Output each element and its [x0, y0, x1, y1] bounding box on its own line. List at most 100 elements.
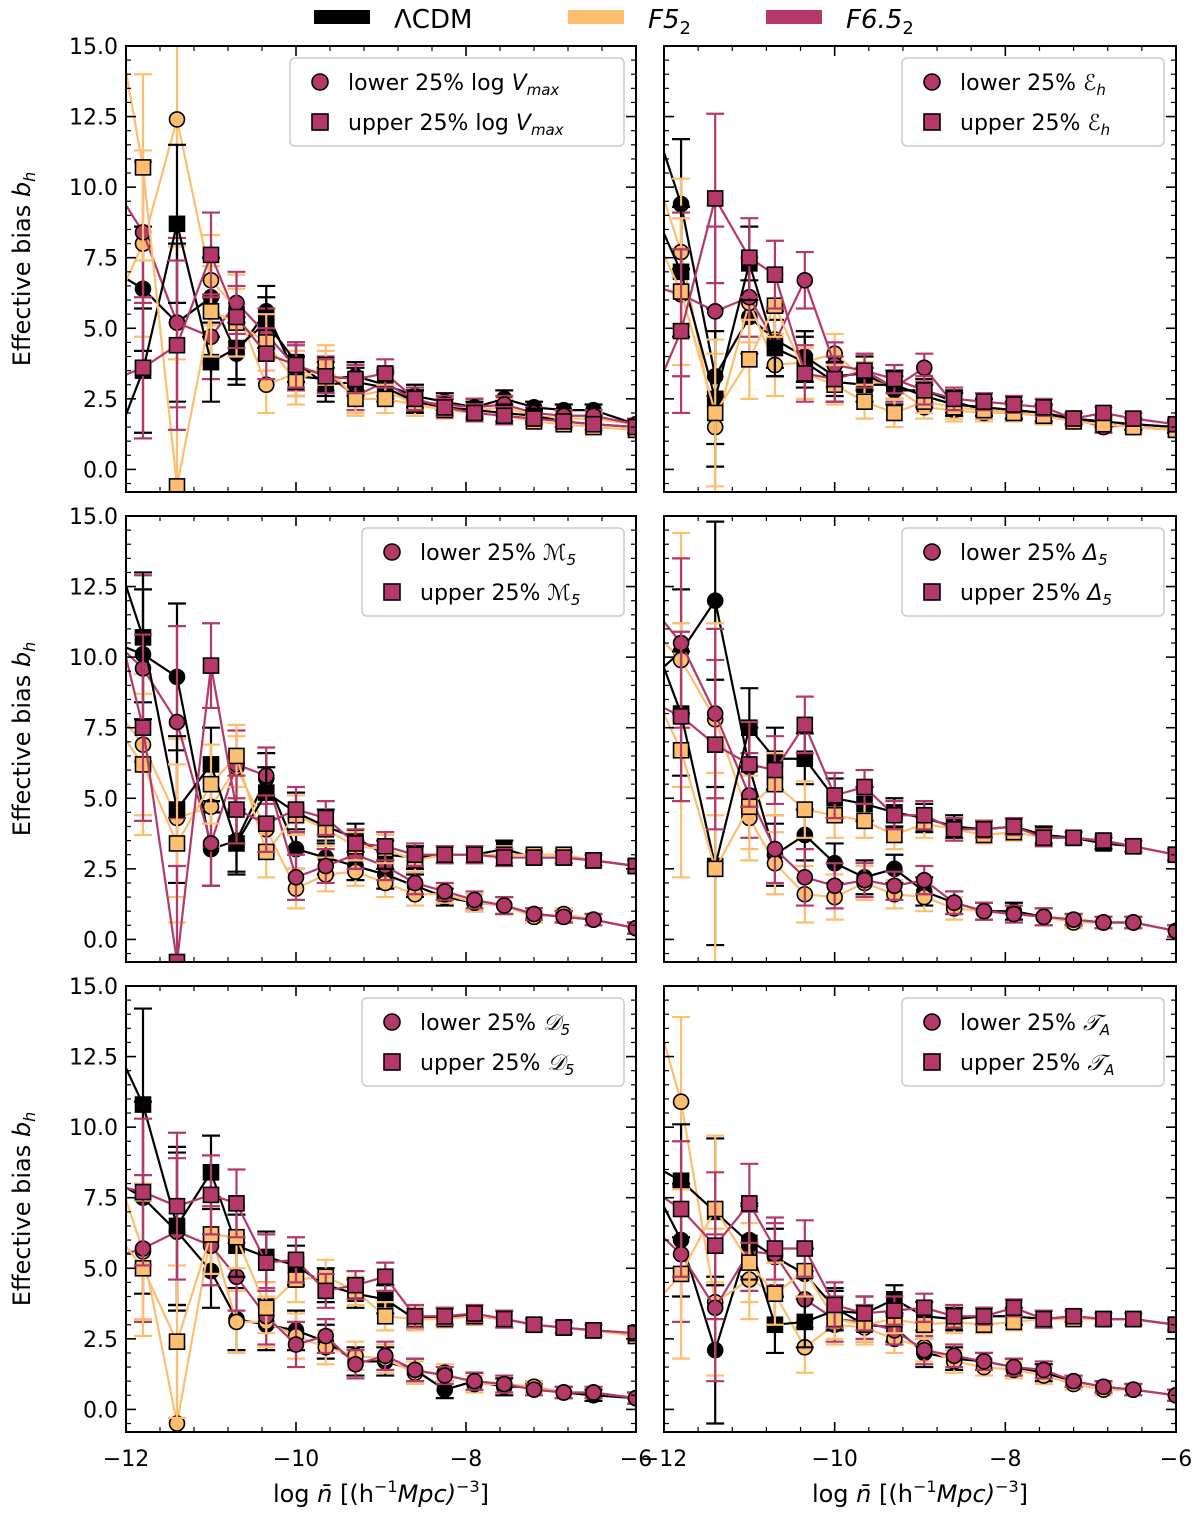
model-legend-entry: F52	[568, 5, 691, 39]
point-marker	[766, 1285, 784, 1302]
point-marker	[257, 345, 275, 362]
panel-d5: lower 25% Δ5 upper 25% Δ5	[663, 515, 1177, 963]
point-marker	[202, 1186, 220, 1204]
y-tick-label: 0.0	[83, 1398, 118, 1423]
point-marker	[436, 846, 454, 864]
point-marker	[856, 871, 873, 889]
point-marker	[376, 1307, 394, 1325]
panel-ta: −12 −10 −8 −6 lower 25% 𝒯A upper 25% 𝒯A	[641, 985, 1192, 1472]
legend-square-marker	[923, 583, 941, 601]
y-tick-label: 2.5	[83, 858, 118, 883]
point-marker	[1065, 829, 1082, 847]
point-marker	[202, 303, 220, 320]
point-marker	[706, 303, 724, 320]
point-marker	[406, 846, 424, 864]
point-marker	[796, 801, 814, 818]
point-marker	[826, 1296, 843, 1314]
axes-frame	[125, 985, 637, 1433]
point-marker	[376, 390, 394, 408]
point-marker	[202, 835, 220, 852]
point-marker	[796, 365, 814, 382]
x-tick-label: −6	[1160, 1447, 1192, 1472]
point-marker	[1005, 818, 1023, 835]
x-axis-label: log n̄ [(h−1Mpc)−3]	[812, 1477, 1028, 1508]
point-marker	[228, 1313, 245, 1331]
point-marker	[915, 382, 933, 399]
point-marker	[495, 897, 513, 914]
legend-box	[361, 997, 625, 1087]
point-marker	[495, 407, 513, 425]
y-tick-label: 2.5	[83, 1328, 118, 1353]
point-marker	[672, 322, 690, 340]
point-marker	[1095, 832, 1112, 849]
point-marker	[766, 1240, 784, 1257]
x-axis-label: log n̄ [(h−1Mpc)−3]	[273, 1477, 489, 1508]
point-marker	[317, 1327, 335, 1345]
panel-legend: lower 25% 𝒯A upper 25% 𝒯A	[901, 997, 1165, 1087]
point-marker	[915, 1299, 933, 1317]
point-marker	[406, 1307, 424, 1325]
point-marker	[317, 809, 335, 827]
point-marker	[796, 716, 814, 734]
point-marker	[975, 1353, 993, 1370]
point-marker	[436, 1367, 454, 1384]
y-tick-label: 12.5	[69, 1046, 118, 1071]
point-marker	[672, 708, 690, 725]
point-marker	[766, 339, 784, 357]
point-marker	[495, 1310, 513, 1328]
legend-circle-marker	[383, 1013, 401, 1031]
point-marker	[856, 812, 873, 830]
legend-lower-label: lower 25% ℳ5	[420, 541, 576, 569]
point-marker	[826, 877, 843, 895]
y-axis-label: Effective bias bh	[8, 172, 39, 366]
point-marker	[975, 821, 993, 838]
point-marker	[886, 404, 903, 422]
point-marker	[436, 399, 454, 416]
point-marker	[1095, 1378, 1112, 1396]
point-marker	[406, 874, 424, 892]
point-marker	[555, 908, 573, 926]
x-tick-label: −12	[103, 1447, 149, 1472]
point-marker	[134, 1096, 152, 1113]
point-marker	[134, 159, 152, 176]
axes-frame	[663, 515, 1177, 963]
point-marker	[915, 1341, 933, 1359]
legend-circle-marker	[383, 543, 401, 561]
y-tick-label: 0.0	[83, 458, 118, 483]
point-marker	[347, 1276, 364, 1294]
legend-upper-label: upper 25% log Vmax	[348, 111, 564, 139]
legend-swatch	[568, 10, 624, 24]
point-marker	[134, 1183, 152, 1201]
plot-area	[126, 1007, 636, 1432]
point-marker	[886, 806, 903, 824]
y-tick-label: 7.5	[83, 717, 118, 742]
point-marker	[1125, 837, 1142, 855]
point-marker	[1125, 1381, 1142, 1398]
point-marker	[1125, 914, 1142, 931]
point-marker	[975, 393, 993, 410]
legend-upper-label: upper 25% ℳ5	[420, 581, 580, 609]
point-marker	[796, 1240, 814, 1257]
point-marker	[168, 111, 186, 128]
legend-lower-label: lower 25% 𝒟5	[420, 1011, 570, 1039]
y-axis-label: Effective bias bh	[8, 1112, 39, 1306]
legend-square-marker	[311, 113, 329, 131]
point-marker	[585, 1322, 602, 1339]
point-marker	[585, 415, 602, 433]
panel-vmax: 0.0 2.5 5.0 7.5 10.0 12.5 15.0 lower 25% log Vm…	[69, 35, 637, 493]
point-marker	[228, 801, 245, 818]
point-marker	[627, 1389, 636, 1407]
y-tick-label: 15.0	[69, 975, 118, 1000]
y-tick-label: 2.5	[83, 388, 118, 413]
point-marker	[555, 1319, 573, 1336]
point-marker	[1065, 1307, 1082, 1325]
point-marker	[525, 905, 543, 923]
legend-lower-label: lower 25% log Vmax	[348, 71, 559, 99]
point-marker	[347, 1355, 364, 1373]
legend-upper-label: upper 25% Δ5	[960, 581, 1112, 609]
point-marker	[168, 215, 186, 233]
axes-frame	[663, 45, 1177, 493]
point-marker	[228, 747, 245, 765]
panel-legend: lower 25% Δ5 upper 25% Δ5	[901, 527, 1165, 617]
y-tick-label: 7.5	[83, 247, 118, 272]
